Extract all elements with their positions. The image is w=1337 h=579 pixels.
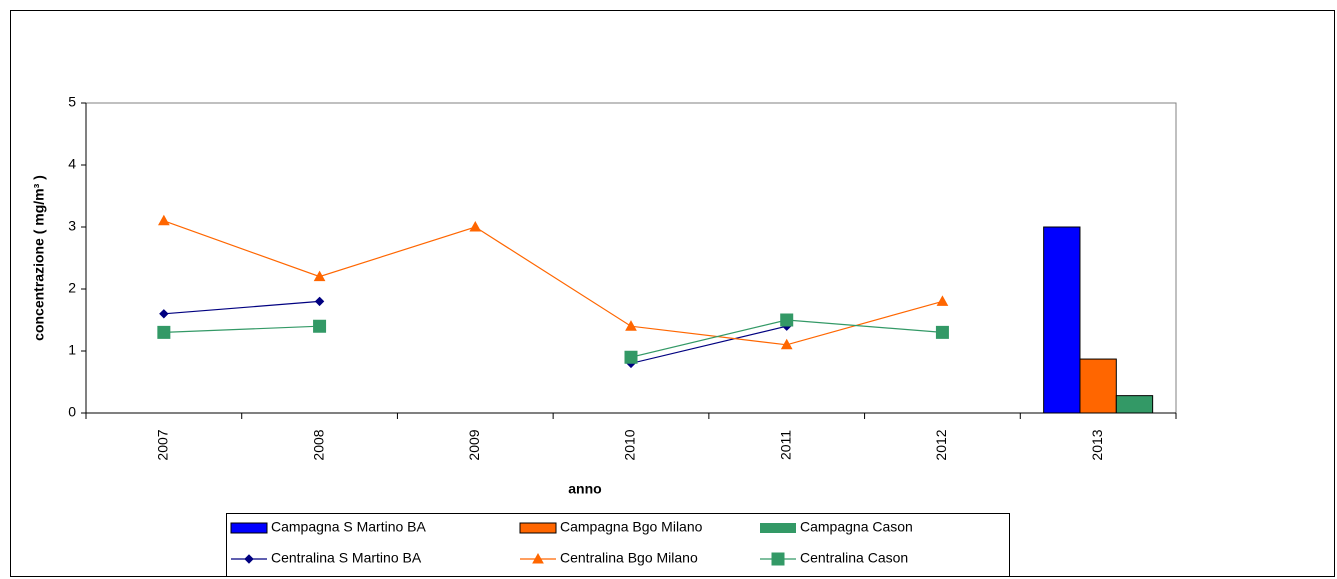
bar [1079,358,1117,414]
x-tick-label: 2013 [1089,429,1105,460]
point [313,270,326,282]
legend-marker [532,552,544,564]
legend-swatch [230,522,268,534]
legend-label: Campagna Bgo Milano [560,519,703,535]
x-tick-label: 2010 [622,429,638,460]
legend [226,513,1010,577]
bar [1115,395,1154,414]
y-axis-label: concentrazione ( mg/m³ ) [31,175,47,341]
y-tick-label: 1 [68,342,76,358]
point [314,296,325,307]
x-tick-label: 2011 [777,430,793,460]
point [625,320,637,331]
legend-marker [244,554,254,564]
y-tick-label: 5 [68,94,76,110]
y-tick-label: 4 [68,156,76,172]
legend-label: Campagna Cason [800,519,913,535]
y-tick-label: 3 [68,218,76,234]
point [313,319,327,333]
point [469,220,482,232]
x-tick-label: 2008 [310,429,326,460]
x-tick-label: 2007 [155,429,171,460]
point [159,309,169,319]
y-tick-label: 0 [68,404,76,420]
legend-label: Campagna S Martino BA [271,519,427,535]
x-tick-label: 2009 [466,429,482,460]
legend-label: Centralina Cason [800,550,908,566]
y-tick-label: 2 [68,280,76,296]
point [157,325,171,339]
point [624,350,638,364]
legend-marker [771,552,785,566]
point [936,295,949,306]
line [630,325,787,364]
point [158,214,170,226]
x-axis-label: anno [568,481,601,497]
legend-label: Centralina Bgo Milano [560,550,698,566]
point [780,338,793,350]
legend-label: Centralina S Martino BA [271,550,422,566]
point [780,313,794,327]
legend-swatch [760,523,796,533]
line [163,300,320,315]
point [935,325,949,339]
line [163,220,943,346]
bar [1043,226,1081,414]
line [163,325,320,333]
x-tick-label: 2012 [933,429,949,460]
legend-swatch [519,522,557,534]
chart-border [10,10,1335,577]
